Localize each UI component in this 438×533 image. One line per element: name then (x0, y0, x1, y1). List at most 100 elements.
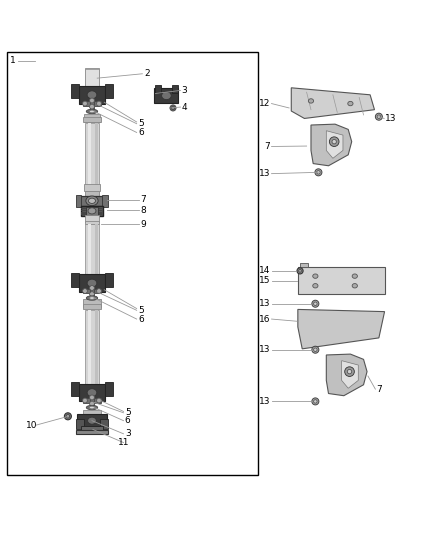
Text: 16: 16 (259, 314, 270, 324)
Bar (83, 398, 101, 403)
Text: 12: 12 (259, 99, 270, 108)
Text: 11: 11 (118, 438, 130, 447)
Polygon shape (291, 88, 374, 118)
Bar (83, 117, 101, 123)
Ellipse shape (352, 274, 357, 278)
Bar (172, 85, 178, 93)
Text: 2: 2 (145, 69, 150, 78)
Ellipse shape (82, 398, 88, 403)
Bar (85, 68, 99, 88)
Bar (84, 114, 100, 122)
Ellipse shape (314, 302, 317, 305)
Ellipse shape (82, 288, 88, 294)
Bar (102, 195, 108, 207)
Bar (86, 207, 98, 215)
Ellipse shape (86, 109, 98, 114)
Polygon shape (311, 124, 352, 166)
Ellipse shape (89, 406, 95, 409)
Ellipse shape (66, 415, 70, 418)
Bar (88, 310, 91, 389)
Bar (81, 206, 103, 216)
Ellipse shape (352, 284, 357, 288)
Text: 13: 13 (259, 397, 270, 406)
Text: 9: 9 (140, 220, 146, 229)
Bar (155, 85, 161, 93)
Ellipse shape (89, 401, 94, 406)
Ellipse shape (89, 395, 94, 400)
Ellipse shape (88, 198, 95, 204)
Text: 8: 8 (140, 206, 146, 215)
Ellipse shape (89, 98, 94, 103)
Text: 7: 7 (140, 196, 146, 205)
Ellipse shape (89, 292, 94, 296)
Text: 15: 15 (259, 276, 270, 285)
Text: 4: 4 (182, 102, 187, 111)
Ellipse shape (332, 140, 336, 144)
Ellipse shape (88, 417, 96, 424)
Ellipse shape (82, 101, 88, 106)
Text: 13: 13 (259, 345, 270, 354)
Bar (105, 273, 113, 287)
Ellipse shape (308, 99, 314, 103)
Ellipse shape (345, 367, 354, 376)
Bar (90, 98, 94, 110)
Ellipse shape (317, 171, 320, 174)
Polygon shape (298, 268, 385, 294)
Ellipse shape (312, 300, 319, 307)
Text: 10: 10 (26, 421, 38, 430)
Bar (76, 419, 84, 429)
Ellipse shape (96, 288, 101, 294)
Bar (95, 224, 98, 280)
Text: 5: 5 (138, 306, 144, 315)
Ellipse shape (89, 297, 95, 300)
Ellipse shape (87, 389, 97, 397)
Ellipse shape (348, 101, 353, 106)
Text: 5: 5 (138, 119, 144, 128)
Bar (85, 224, 99, 280)
Bar (85, 215, 99, 222)
Ellipse shape (96, 398, 101, 403)
Text: 6: 6 (138, 128, 144, 137)
Polygon shape (298, 310, 385, 349)
Bar (79, 384, 105, 401)
Polygon shape (342, 361, 358, 388)
Ellipse shape (313, 274, 318, 278)
Bar (90, 285, 94, 297)
Bar (85, 310, 99, 389)
Bar (71, 382, 79, 396)
Text: 13: 13 (259, 169, 270, 178)
Text: 5: 5 (125, 408, 131, 417)
Bar (83, 410, 101, 417)
Bar (77, 414, 107, 427)
Ellipse shape (377, 115, 381, 118)
Text: 3: 3 (125, 429, 131, 438)
Ellipse shape (329, 137, 339, 147)
Polygon shape (326, 354, 367, 395)
Ellipse shape (315, 169, 322, 176)
Bar (76, 195, 81, 207)
Bar (7, 52, 258, 474)
Ellipse shape (89, 110, 95, 113)
Bar (79, 86, 105, 103)
Ellipse shape (87, 279, 97, 287)
Bar (84, 184, 100, 191)
Bar (85, 69, 99, 90)
Text: 13: 13 (259, 299, 270, 308)
Bar (81, 208, 102, 209)
Ellipse shape (170, 105, 176, 111)
Bar (85, 221, 99, 224)
Bar (83, 289, 101, 293)
Ellipse shape (162, 92, 171, 100)
Ellipse shape (96, 101, 101, 106)
Bar (81, 212, 102, 213)
Ellipse shape (314, 348, 317, 351)
Text: 6: 6 (138, 314, 144, 324)
Bar (81, 210, 102, 211)
Bar (83, 304, 101, 310)
Bar (85, 123, 99, 188)
Ellipse shape (89, 104, 94, 109)
Ellipse shape (312, 346, 319, 353)
Ellipse shape (89, 286, 94, 290)
Ellipse shape (64, 413, 71, 420)
Ellipse shape (86, 296, 98, 300)
